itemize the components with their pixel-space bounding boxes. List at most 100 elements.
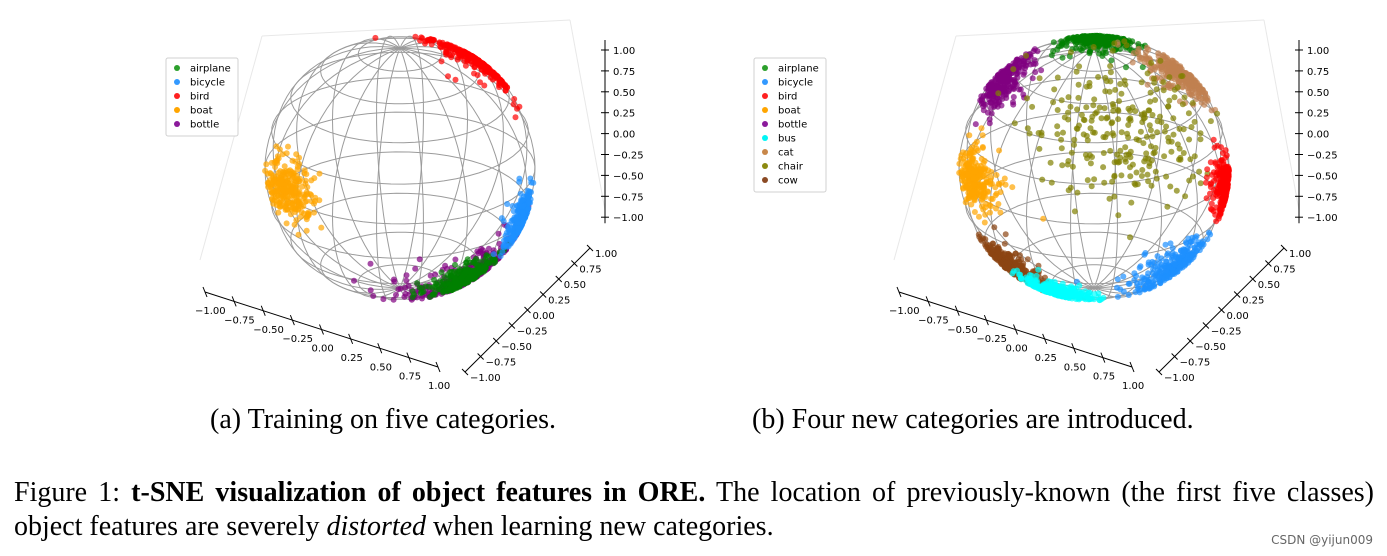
x-tick-label: −0.75 [224, 315, 255, 326]
data-point [996, 147, 1003, 154]
data-point [979, 144, 986, 151]
data-point [490, 72, 497, 79]
z-tick-label: −0.75 [613, 192, 644, 203]
data-point [1151, 149, 1158, 156]
legend-marker-chair [762, 163, 768, 169]
data-point [971, 163, 978, 170]
data-point [1180, 126, 1187, 133]
legend-marker-bird [174, 93, 180, 99]
data-point [1198, 99, 1205, 106]
data-point [979, 182, 986, 189]
data-point [1200, 241, 1207, 248]
data-point [1092, 110, 1099, 117]
data-point [1082, 292, 1089, 299]
data-point [390, 276, 397, 283]
data-point [1048, 52, 1055, 59]
data-point [290, 198, 297, 205]
data-point [975, 231, 982, 238]
data-point [1000, 251, 1007, 258]
data-point [526, 200, 532, 206]
data-point [495, 230, 502, 237]
y-tick-label: −1.00 [470, 373, 501, 384]
data-point [1113, 158, 1120, 165]
data-point [450, 273, 457, 279]
data-point [1086, 289, 1093, 296]
data-point [1145, 107, 1152, 114]
data-point [1176, 264, 1183, 271]
data-point [1224, 178, 1231, 185]
data-point [510, 208, 517, 215]
figure-panel-a: 1.00 0.75 0.50 0.25 0.00 −0.25 −0.50 −0.75 −1.00… [0, 0, 693, 400]
data-point [1002, 181, 1009, 188]
y-tick-label: −0.25 [517, 327, 548, 338]
data-point [1029, 103, 1036, 110]
data-point [970, 182, 977, 189]
data-point [302, 177, 309, 184]
data-point [380, 296, 387, 303]
data-point [464, 57, 471, 64]
data-point [263, 161, 270, 168]
data-point [1193, 247, 1200, 254]
data-point [963, 196, 970, 203]
data-point [1186, 177, 1193, 184]
data-point [1163, 61, 1170, 68]
data-point [1086, 35, 1093, 41]
x-tick-label: −0.25 [282, 334, 313, 345]
data-point [968, 150, 975, 157]
data-point [1025, 58, 1032, 65]
y-tick-label: −0.75 [1180, 358, 1211, 369]
data-point [979, 132, 986, 139]
legend-marker-bicycle [762, 79, 768, 85]
legend-marker-bottle [762, 121, 768, 127]
data-point [1036, 145, 1043, 152]
y-tick-label: 0.50 [1258, 280, 1280, 291]
data-point [1040, 215, 1047, 222]
legend-marker-cow [762, 177, 768, 183]
data-point [1165, 103, 1172, 110]
data-point [496, 78, 503, 85]
data-point [987, 99, 994, 106]
data-point [1078, 112, 1085, 118]
data-point [283, 220, 290, 227]
legend-label-bird: bird [778, 92, 797, 103]
x-tick-label: −0.50 [947, 325, 978, 336]
data-point [971, 168, 978, 175]
data-point [316, 170, 323, 177]
data-point [1091, 96, 1098, 103]
data-point [1059, 280, 1066, 287]
cluster-boat [956, 125, 1047, 226]
data-point [1180, 249, 1187, 255]
data-point [1218, 144, 1224, 151]
y-axis: −1.00 −0.75 −0.50 −0.25 0.00 0.25 0.50 0.75 1.00 [1155, 244, 1311, 384]
data-point [1137, 128, 1144, 135]
data-point [452, 76, 459, 83]
data-point [1184, 245, 1191, 252]
data-point [1100, 164, 1107, 171]
z-tick-label: 0.75 [613, 67, 635, 78]
data-point [478, 245, 485, 252]
data-point [1068, 149, 1075, 156]
data-point [987, 209, 993, 216]
data-point [284, 193, 291, 200]
data-point [412, 265, 419, 272]
data-point [1024, 256, 1031, 263]
data-point [1173, 187, 1180, 194]
data-point [1001, 175, 1008, 182]
data-point [1158, 119, 1165, 126]
data-point [1192, 234, 1199, 241]
data-point [1148, 182, 1155, 189]
data-point [278, 177, 285, 183]
data-point [1167, 183, 1174, 190]
legend-label-chair: chair [778, 162, 804, 173]
data-point [960, 149, 966, 156]
data-point [1204, 236, 1211, 243]
data-point [1054, 286, 1061, 293]
data-point [471, 64, 478, 71]
data-point [442, 262, 449, 269]
data-point [1078, 47, 1085, 54]
data-point [284, 206, 291, 213]
data-point [438, 44, 445, 51]
data-point [980, 191, 987, 197]
data-point [1000, 83, 1007, 89]
y-tick-label: 0.25 [548, 296, 570, 307]
